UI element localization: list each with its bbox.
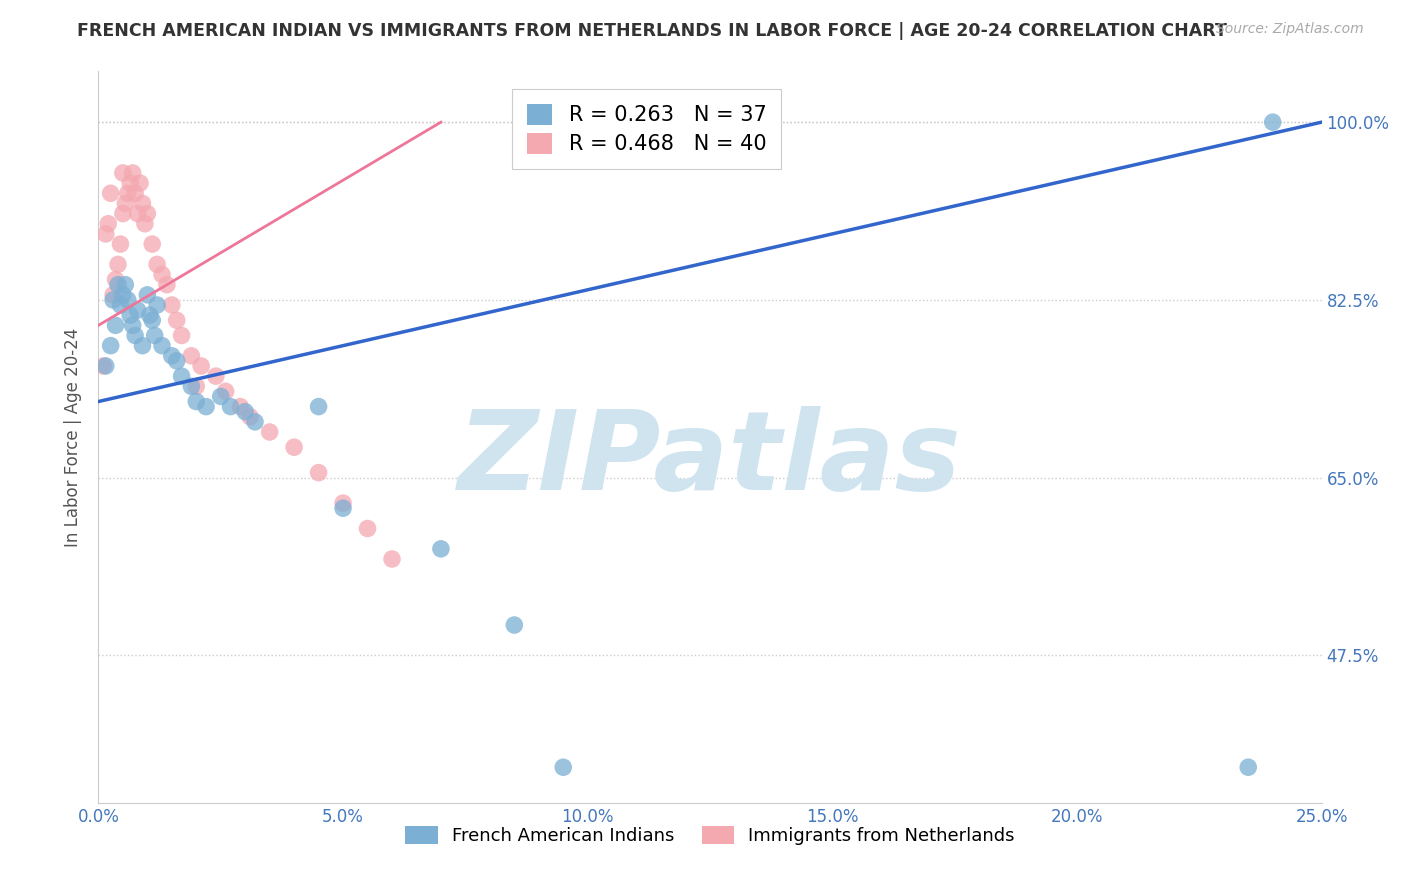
- Point: [239, 409, 262, 424]
- Point: [160, 349, 183, 363]
- Point: [214, 384, 236, 399]
- Point: [101, 293, 124, 307]
- Point: [166, 354, 188, 368]
- Point: [111, 166, 134, 180]
- Point: [259, 425, 281, 439]
- Point: [150, 268, 173, 282]
- Point: [356, 521, 378, 535]
- Point: [136, 288, 159, 302]
- Point: [111, 206, 134, 220]
- Point: [308, 466, 330, 480]
- Point: [553, 760, 575, 774]
- Point: [107, 277, 129, 292]
- Point: [160, 298, 183, 312]
- Point: [117, 293, 139, 307]
- Point: [131, 339, 153, 353]
- Text: Source: ZipAtlas.com: Source: ZipAtlas.com: [1216, 22, 1364, 37]
- Point: [139, 308, 162, 322]
- Point: [209, 389, 232, 403]
- Point: [170, 369, 193, 384]
- Point: [156, 277, 179, 292]
- Point: [170, 328, 193, 343]
- Point: [150, 339, 173, 353]
- Point: [141, 237, 163, 252]
- Point: [219, 400, 242, 414]
- Text: FRENCH AMERICAN INDIAN VS IMMIGRANTS FROM NETHERLANDS IN LABOR FORCE | AGE 20-24: FRENCH AMERICAN INDIAN VS IMMIGRANTS FRO…: [77, 22, 1227, 40]
- Point: [101, 288, 124, 302]
- Point: [186, 394, 208, 409]
- Legend: French American Indians, Immigrants from Netherlands: French American Indians, Immigrants from…: [398, 819, 1022, 852]
- Point: [141, 313, 163, 327]
- Point: [243, 415, 266, 429]
- Point: [283, 440, 305, 454]
- Point: [120, 308, 142, 322]
- Point: [131, 196, 153, 211]
- Point: [134, 217, 156, 231]
- Point: [110, 298, 132, 312]
- Point: [127, 206, 149, 220]
- Point: [143, 328, 166, 343]
- Point: [503, 618, 526, 632]
- Y-axis label: In Labor Force | Age 20-24: In Labor Force | Age 20-24: [65, 327, 83, 547]
- Point: [111, 288, 134, 302]
- Point: [114, 196, 136, 211]
- Point: [180, 349, 202, 363]
- Point: [332, 496, 354, 510]
- Point: [430, 541, 453, 556]
- Point: [94, 227, 117, 241]
- Point: [124, 328, 146, 343]
- Point: [121, 166, 143, 180]
- Point: [100, 186, 122, 201]
- Point: [180, 379, 202, 393]
- Point: [97, 217, 120, 231]
- Point: [117, 186, 139, 201]
- Point: [124, 186, 146, 201]
- Point: [1261, 115, 1284, 129]
- Point: [308, 400, 330, 414]
- Point: [229, 400, 252, 414]
- Point: [1237, 760, 1260, 774]
- Point: [146, 298, 169, 312]
- Point: [107, 257, 129, 271]
- Point: [120, 176, 142, 190]
- Point: [332, 501, 354, 516]
- Point: [381, 552, 404, 566]
- Point: [94, 359, 117, 373]
- Point: [195, 400, 218, 414]
- Point: [129, 176, 152, 190]
- Point: [233, 405, 256, 419]
- Point: [146, 257, 169, 271]
- Point: [136, 206, 159, 220]
- Point: [91, 359, 114, 373]
- Point: [114, 277, 136, 292]
- Text: ZIPatlas: ZIPatlas: [458, 406, 962, 513]
- Point: [100, 339, 122, 353]
- Point: [205, 369, 228, 384]
- Point: [104, 272, 127, 286]
- Point: [110, 237, 132, 252]
- Point: [127, 303, 149, 318]
- Point: [166, 313, 188, 327]
- Point: [121, 318, 143, 333]
- Point: [186, 379, 208, 393]
- Point: [190, 359, 212, 373]
- Point: [104, 318, 127, 333]
